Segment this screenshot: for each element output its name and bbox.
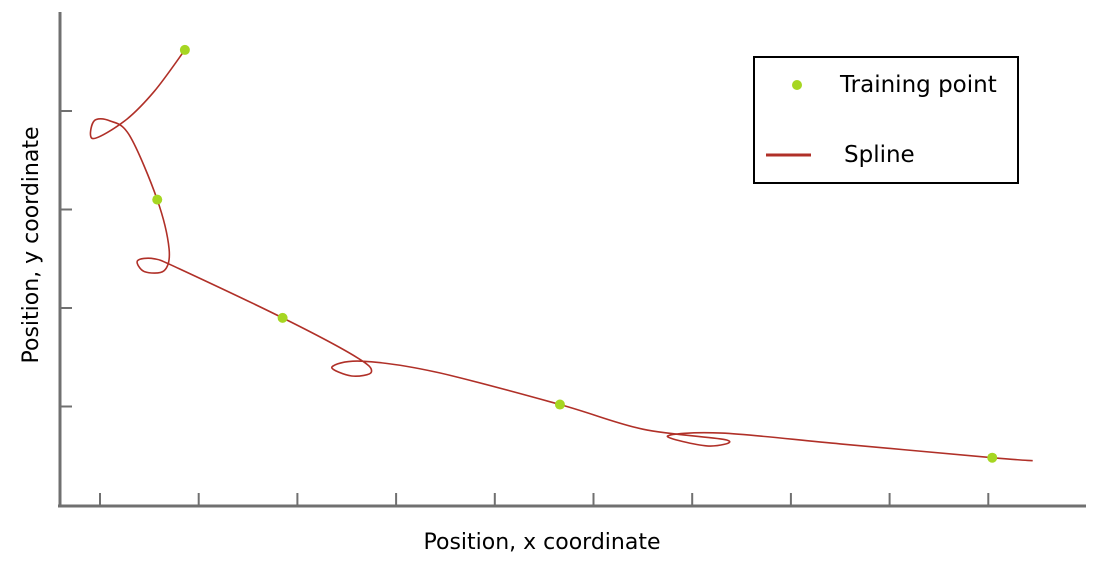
x-axis-label: Position, x coordinate bbox=[424, 530, 661, 555]
legend-training-point-label: Training point bbox=[839, 72, 997, 98]
legend-box bbox=[753, 56, 1019, 184]
y-ticks bbox=[60, 110, 72, 408]
training-point bbox=[277, 312, 288, 323]
spline-line bbox=[89, 49, 1033, 462]
training-point bbox=[179, 44, 190, 55]
training-point bbox=[554, 399, 565, 410]
legend-training-point-marker bbox=[792, 80, 802, 90]
axes bbox=[58, 12, 1086, 508]
legend-spline-label: Spline bbox=[844, 142, 915, 168]
training-point bbox=[987, 452, 998, 463]
training-points bbox=[152, 44, 998, 463]
x-ticks bbox=[99, 493, 990, 506]
y-axis-label: Position, y coordinate bbox=[19, 127, 44, 364]
legend: Training point Spline bbox=[753, 56, 1019, 184]
training-point bbox=[152, 194, 163, 205]
